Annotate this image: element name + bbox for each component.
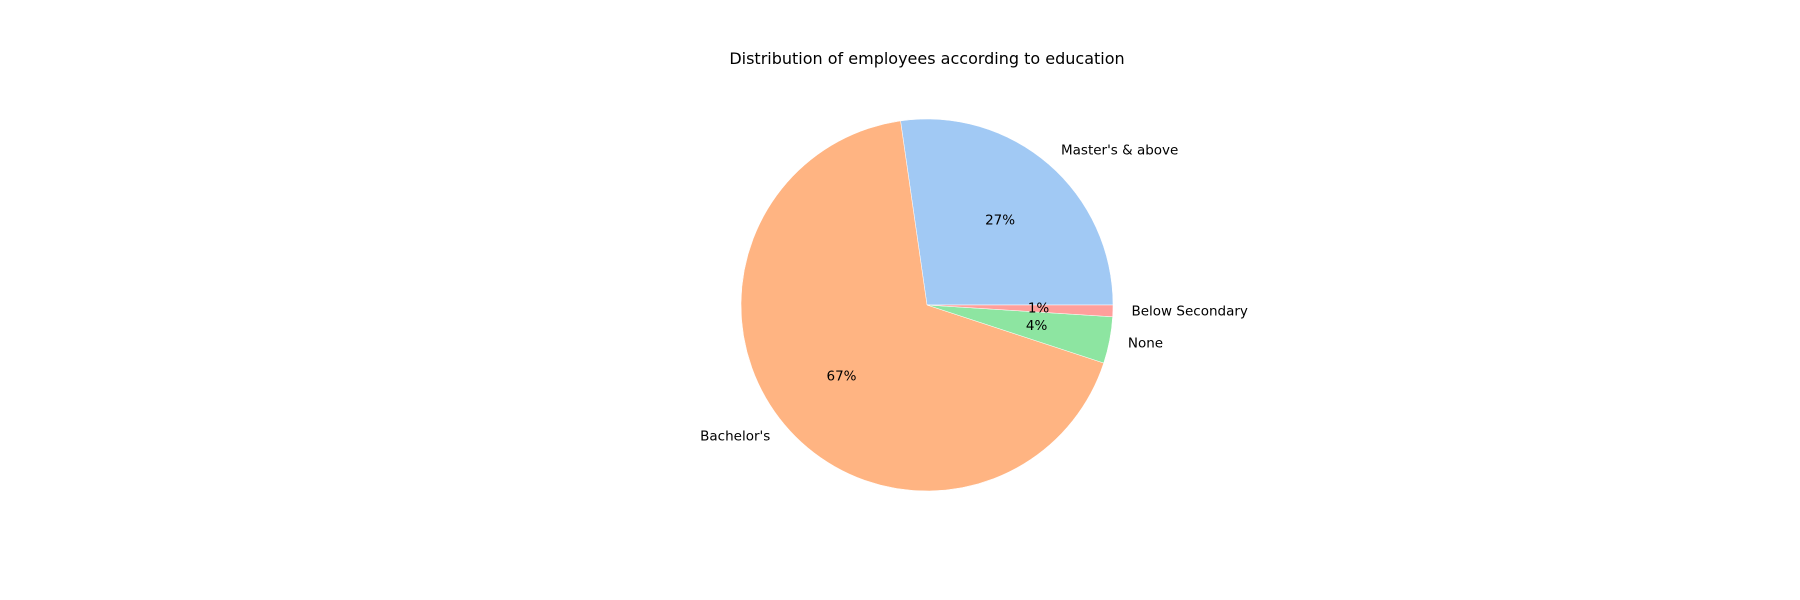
slice-label-none: None [1128, 336, 1163, 352]
pie-slice-master-s-above [900, 118, 1114, 306]
slice-pct-bachelor-s: 67% [827, 369, 857, 385]
pie-slice-below-secondary [926, 304, 1114, 318]
slice-pct-below-secondary: 1% [1028, 301, 1050, 317]
slice-pct-none: 4% [1026, 318, 1048, 334]
pie-slice-bachelor-s [740, 120, 1105, 492]
slice-pct-master-s-above: 27% [985, 213, 1015, 229]
slice-label-below-secondary: Below Secondary [1131, 303, 1247, 319]
slice-label-bachelor-s: Bachelor's [700, 429, 770, 445]
chart-title: Distribution of employees according to e… [729, 49, 1124, 68]
pie-slices [740, 118, 1114, 492]
pie-labels: Master's & above 27% Bachelor's 67% None 4% Be… [700, 142, 1248, 444]
slice-label-master-s-above: Master's & above [1061, 142, 1178, 158]
